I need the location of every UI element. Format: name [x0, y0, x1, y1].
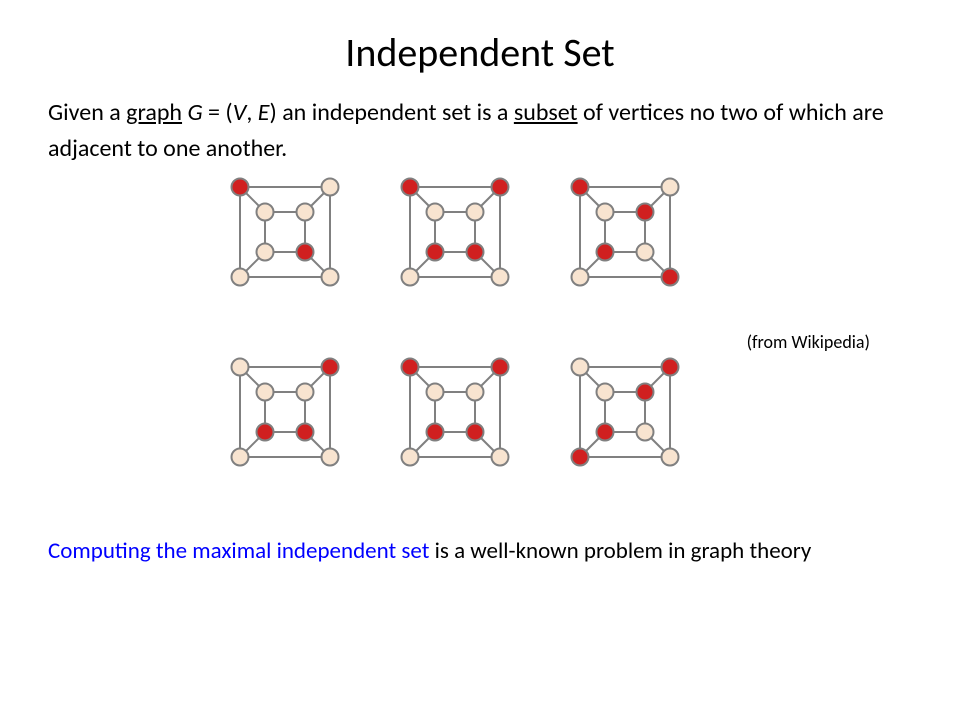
node	[637, 244, 654, 261]
node-selected	[597, 424, 614, 441]
t-pre: Given a	[48, 98, 126, 127]
var-V: V	[233, 98, 247, 127]
node-selected	[232, 179, 249, 196]
node	[467, 204, 484, 221]
graph-3	[232, 359, 339, 466]
node	[662, 179, 679, 196]
node-selected	[637, 204, 654, 221]
graph-2	[572, 179, 679, 286]
node	[232, 449, 249, 466]
node	[232, 359, 249, 376]
node	[427, 384, 444, 401]
node-selected	[492, 179, 509, 196]
node-selected	[427, 424, 444, 441]
node	[322, 449, 339, 466]
node	[402, 449, 419, 466]
node-selected	[402, 179, 419, 196]
link-graph[interactable]: graph	[126, 98, 182, 127]
node	[572, 269, 589, 286]
var-E: E	[258, 98, 270, 127]
graph-4	[402, 359, 509, 466]
node	[492, 269, 509, 286]
node-selected	[597, 244, 614, 261]
footer-blue: Computing the maximal independent set	[48, 537, 429, 565]
graph-0	[232, 179, 339, 286]
node-selected	[402, 359, 419, 376]
node-selected	[297, 424, 314, 441]
node	[322, 179, 339, 196]
figure-caption: (from Wikipedia)	[747, 331, 870, 353]
node	[257, 244, 274, 261]
node-selected	[297, 244, 314, 261]
node-selected	[637, 384, 654, 401]
link-subset[interactable]: subset	[514, 98, 578, 127]
t-mid2: ) an independent set is a	[269, 98, 513, 127]
node	[492, 449, 509, 466]
node	[427, 204, 444, 221]
node-selected	[427, 244, 444, 261]
node-selected	[572, 179, 589, 196]
node	[572, 359, 589, 376]
node	[297, 204, 314, 221]
node	[597, 204, 614, 221]
node	[257, 204, 274, 221]
node-selected	[572, 449, 589, 466]
footer-rest: is a well-known problem in graph theory	[429, 537, 811, 565]
node-selected	[257, 424, 274, 441]
node-selected	[492, 359, 509, 376]
graph-1	[402, 179, 509, 286]
node-selected	[662, 269, 679, 286]
var-G: G	[187, 98, 202, 127]
t-eq: = (	[203, 98, 233, 127]
node	[467, 384, 484, 401]
node	[597, 384, 614, 401]
node	[257, 384, 274, 401]
node	[322, 269, 339, 286]
node-selected	[467, 424, 484, 441]
graph-5	[572, 359, 679, 466]
node-selected	[662, 359, 679, 376]
node	[637, 424, 654, 441]
node	[662, 449, 679, 466]
node-selected	[467, 244, 484, 261]
figure-area: (from Wikipedia)	[0, 167, 960, 527]
node	[402, 269, 419, 286]
t-comma: ,	[246, 98, 257, 127]
node	[297, 384, 314, 401]
slide-title: Independent Set	[0, 0, 960, 77]
footer-text: Computing the maximal independent set is…	[0, 527, 960, 565]
node-selected	[322, 359, 339, 376]
definition-text: Given a graph G = (V, E) an independent …	[0, 77, 960, 167]
node	[232, 269, 249, 286]
